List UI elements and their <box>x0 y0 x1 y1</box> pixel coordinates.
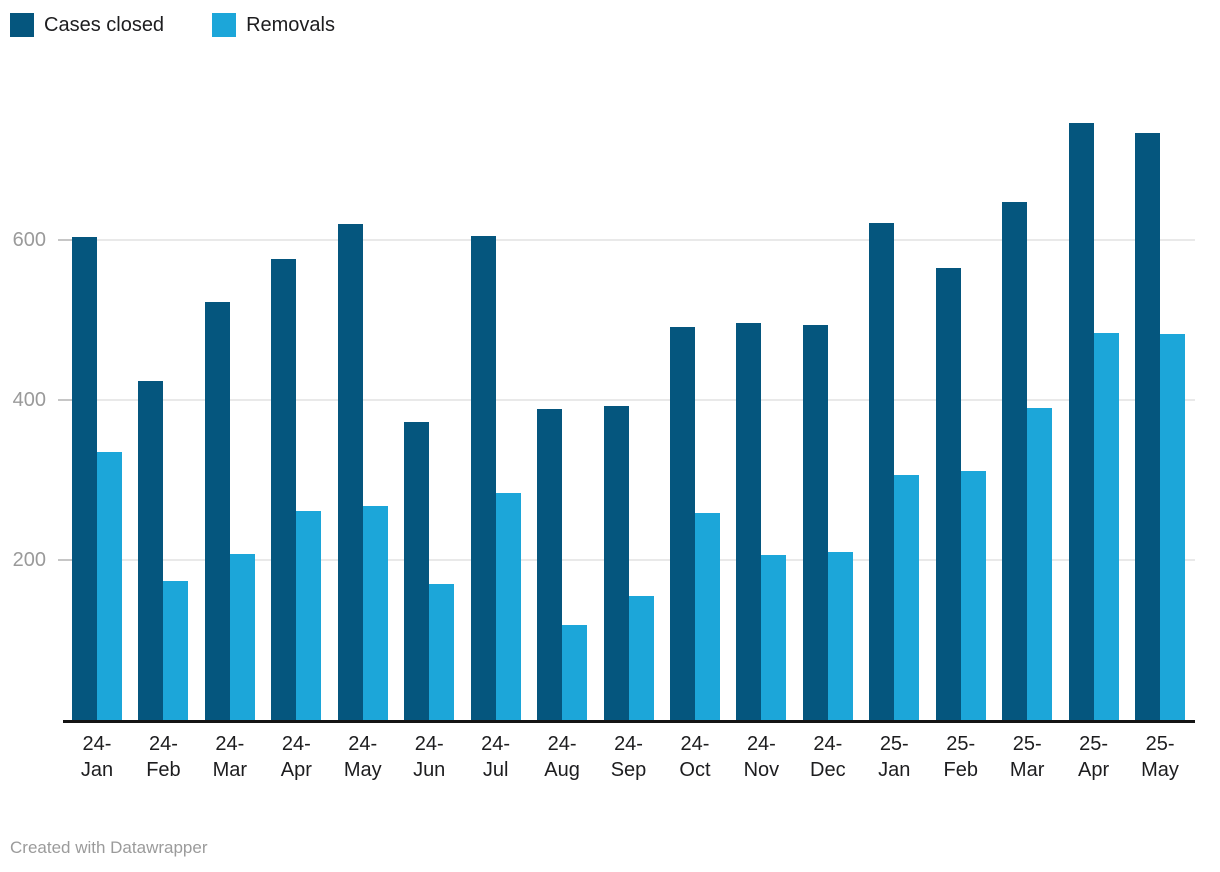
bar-cases-closed-24-Dec <box>802 324 828 720</box>
bar-cases-closed-25-Feb <box>935 268 961 720</box>
bar-removals-24-Jan <box>97 452 122 720</box>
bar-removals-24-Sep <box>628 596 654 720</box>
x-axis-label-25-Mar: 25- Mar <box>1009 733 1045 781</box>
bar-removals-24-Oct <box>694 512 720 720</box>
x-axis-label-24-May: 24- May <box>343 733 382 781</box>
bar-removals-24-Nov <box>761 555 787 720</box>
x-axis-label-24-Jul: 24- Jul <box>481 733 511 781</box>
x-axis-label-25-Apr: 25- Apr <box>1078 733 1110 781</box>
bar-cases-closed-24-Nov <box>736 323 762 720</box>
x-axis-label-24-Nov: 24- Nov <box>743 733 780 781</box>
x-axis-label-24-Dec: 24- Dec <box>810 733 846 781</box>
gridline-600 <box>58 239 1195 241</box>
bar-removals-25-Apr <box>1093 332 1119 720</box>
datawrapper-credit[interactable]: Created with Datawrapper <box>10 838 208 857</box>
bar-removals-24-Apr <box>296 511 322 720</box>
legend-swatch-removals <box>212 13 237 37</box>
bar-cases-closed-24-Jun <box>404 422 430 720</box>
x-axis-label-25-Jan: 25- Jan <box>878 733 911 781</box>
bar-removals-25-Jan <box>894 475 920 720</box>
bar-cases-closed-24-Apr <box>271 259 297 720</box>
gridline-400 <box>58 399 1195 401</box>
y-axis-tick-200 <box>58 559 72 561</box>
legend-item-removals: Removals <box>212 13 335 37</box>
x-axis-label-24-Apr: 24- Apr <box>280 733 312 781</box>
x-axis-label-24-Jun: 24- Jun <box>413 733 446 781</box>
y-axis-tick-600 <box>58 239 72 241</box>
bar-cases-closed-25-May <box>1135 132 1161 720</box>
bar-cases-closed-25-Jan <box>869 223 895 720</box>
bar-cases-closed-24-Jan <box>72 236 97 720</box>
y-axis-label-400: 400 <box>12 389 46 411</box>
bar-cases-closed-24-Jul <box>470 236 496 720</box>
legend: Cases closed Removals <box>10 13 335 37</box>
x-axis-label-24-Jan: 24- Jan <box>80 733 114 781</box>
bar-cases-closed-24-Feb <box>138 380 164 720</box>
x-axis-label-25-Feb: 25- Feb <box>943 733 978 781</box>
legend-label-removals: Removals <box>246 13 335 36</box>
y-axis-label-600: 600 <box>12 229 46 251</box>
x-axis-line <box>63 720 1195 723</box>
bar-removals-25-May <box>1160 333 1186 720</box>
legend-swatch-cases-closed <box>10 13 34 37</box>
x-axis-label-24-Aug: 24- Aug <box>544 733 580 781</box>
legend-item-cases-closed: Cases closed <box>10 13 164 37</box>
bar-removals-24-Mar <box>229 553 255 720</box>
bar-cases-closed-24-Mar <box>204 301 230 720</box>
bar-removals-24-Aug <box>562 624 588 720</box>
y-axis-label-200: 200 <box>12 549 46 571</box>
bar-cases-closed-25-Apr <box>1068 123 1094 720</box>
x-axis-label-24-Feb: 24- Feb <box>146 733 181 781</box>
bar-removals-24-Jul <box>495 492 521 720</box>
bar-cases-closed-25-Mar <box>1002 201 1028 720</box>
bar-removals-24-Dec <box>827 552 853 720</box>
bar-cases-closed-24-Aug <box>537 408 563 720</box>
y-axis-tick-400 <box>58 399 72 401</box>
x-axis-label-24-Sep: 24- Sep <box>610 733 647 781</box>
bar-removals-24-May <box>362 505 388 720</box>
bar-cases-closed-24-Sep <box>603 406 629 720</box>
bar-removals-24-Feb <box>163 580 189 720</box>
legend-label-cases-closed: Cases closed <box>44 13 165 36</box>
bar-removals-25-Mar <box>1027 408 1053 720</box>
bar-cases-closed-24-Oct <box>669 327 695 720</box>
bar-removals-24-Jun <box>429 584 455 720</box>
x-axis-label-24-Oct: 24- Oct <box>679 733 711 781</box>
x-axis-label-24-Mar: 24- Mar <box>212 733 248 781</box>
bar-cases-closed-24-May <box>337 224 363 720</box>
bar-removals-25-Feb <box>960 471 986 720</box>
x-axis-label-25-May: 25- May <box>1141 733 1179 781</box>
